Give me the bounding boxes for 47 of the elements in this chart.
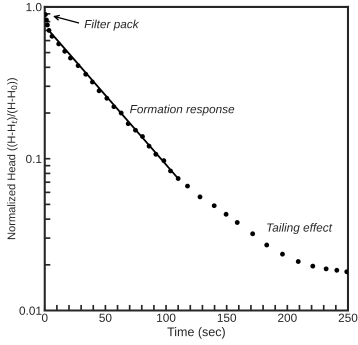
point [50, 34, 54, 39]
point [212, 203, 217, 208]
point [111, 104, 116, 110]
y-tick-label: 1.0 [26, 2, 42, 12]
y-axis-title: Normalized Head ((H-H$_{t}$)/(H-H$_{0}$)) [7, 78, 18, 240]
x-tick-label: 0 [42, 314, 48, 322]
point [44, 18, 49, 22]
x-tick-label: 100 [157, 314, 176, 322]
point [310, 264, 316, 269]
point [68, 56, 73, 60]
point [185, 184, 190, 188]
point [104, 96, 110, 101]
point [234, 220, 240, 225]
point [168, 168, 173, 174]
point [83, 72, 88, 77]
y-tick-label: 0.1 [26, 154, 42, 164]
point [133, 128, 138, 133]
point [280, 252, 285, 257]
point [224, 212, 228, 217]
point [126, 121, 131, 126]
x-tick-label: 200 [278, 314, 297, 322]
point [161, 158, 166, 164]
y-tick-label: 0.01 [19, 306, 42, 315]
x-tick-label: 150 [218, 314, 236, 322]
point [140, 134, 145, 139]
point [296, 259, 301, 264]
x-axis-title: Time (sec) [167, 327, 225, 339]
point [62, 48, 68, 54]
point [198, 194, 202, 200]
x-tick-label: 50 [99, 314, 112, 322]
point [90, 80, 95, 84]
point [56, 42, 62, 46]
annotation: Formation response [130, 104, 234, 116]
point [334, 268, 340, 273]
point [250, 231, 256, 236]
point [76, 63, 81, 68]
point [153, 152, 158, 157]
point [324, 266, 329, 272]
point [176, 176, 181, 181]
point [264, 242, 270, 248]
point [96, 88, 102, 94]
annotation: Filter pack [84, 20, 140, 31]
x-tick-label: 250 [338, 314, 358, 322]
point [146, 144, 152, 149]
point [118, 110, 124, 116]
point [45, 22, 50, 28]
annotation: Tailing effect [267, 223, 332, 234]
